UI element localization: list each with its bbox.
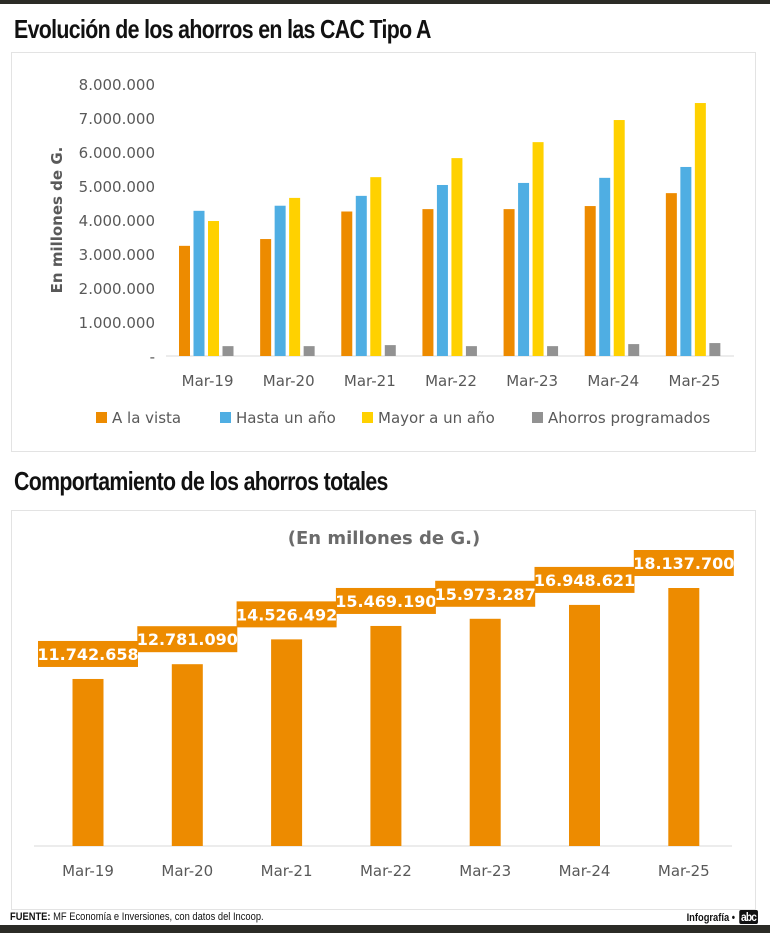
data-label: 18.137.700 bbox=[633, 554, 734, 573]
x-tick-label: Mar-25 bbox=[658, 862, 710, 880]
data-label-box bbox=[137, 626, 238, 653]
y-axis-title: En millones de G. bbox=[48, 147, 66, 294]
y-tick-label: 4.000.000 bbox=[79, 212, 155, 230]
bar-mayor-a-un-ano bbox=[532, 142, 544, 356]
bar-a-la-vista bbox=[179, 245, 190, 356]
bar-mayor-a-un-ano bbox=[370, 177, 382, 356]
bar-ahorros-programados bbox=[628, 344, 640, 356]
x-tick-label: Mar-22 bbox=[360, 862, 412, 880]
x-tick-label: Mar-21 bbox=[261, 862, 313, 880]
source-note: FUENTE: MF Economía e Inversiones, con d… bbox=[10, 911, 264, 923]
bar-hasta-un-ano bbox=[436, 184, 448, 356]
total-bar bbox=[271, 639, 303, 846]
x-tick-label: Mar-20 bbox=[263, 372, 315, 390]
abc-logo: abc bbox=[739, 910, 758, 924]
x-tick-label: Mar-25 bbox=[669, 372, 721, 390]
x-tick-label: Mar-23 bbox=[506, 372, 558, 390]
legend-label: Mayor a un año bbox=[378, 409, 495, 427]
source-text: MF Economía e Inversiones, con datos del… bbox=[53, 911, 264, 923]
y-tick-label: 6.000.000 bbox=[79, 144, 155, 162]
legend-swatch bbox=[532, 412, 543, 423]
bar-hasta-un-ano bbox=[599, 177, 611, 356]
bar-a-la-vista bbox=[584, 206, 596, 356]
data-label: 16.948.621 bbox=[534, 571, 635, 590]
chart2-panel: (En millones de G.) 11.742.658 Mar-19 12.78… bbox=[11, 510, 756, 910]
bar-a-la-vista bbox=[665, 193, 677, 356]
data-label: 15.973.287 bbox=[435, 585, 536, 604]
y-tick-label: 2.000.000 bbox=[79, 280, 155, 298]
data-label: 12.781.090 bbox=[137, 630, 238, 649]
bar-hasta-un-ano bbox=[193, 210, 205, 356]
credit: Infografía • abc bbox=[687, 910, 758, 924]
data-label: 14.526.492 bbox=[236, 605, 337, 624]
bar-mayor-a-un-ano bbox=[694, 103, 706, 356]
source-label: FUENTE: bbox=[10, 911, 51, 923]
data-label-box bbox=[335, 587, 436, 614]
chart1-panel: - 1.000.000 2.000.000 3.000.000 4.000.000 5.0… bbox=[11, 52, 756, 452]
total-bar bbox=[469, 618, 501, 846]
bar-mayor-a-un-ano bbox=[208, 221, 219, 356]
total-bar bbox=[370, 625, 402, 846]
bar-ahorros-programados bbox=[465, 346, 477, 356]
total-bar bbox=[569, 604, 600, 846]
bar-ahorros-programados bbox=[709, 343, 721, 356]
chart2-title: Comportamiento de los ahorros totales bbox=[14, 466, 388, 496]
bar-hasta-un-ano bbox=[355, 195, 367, 356]
legend-label: A la vista bbox=[112, 409, 181, 427]
bar-ahorros-programados bbox=[303, 346, 315, 356]
y-tick-label: 3.000.000 bbox=[79, 246, 155, 264]
data-label-box bbox=[38, 640, 138, 667]
bar-hasta-un-ano bbox=[274, 205, 286, 356]
data-label-box bbox=[534, 566, 635, 593]
x-tick-label: Mar-22 bbox=[425, 372, 477, 390]
bar-a-la-vista bbox=[260, 239, 272, 356]
data-label-box bbox=[633, 550, 734, 576]
x-tick-label: Mar-23 bbox=[459, 862, 511, 880]
total-bar bbox=[72, 678, 104, 846]
bar-mayor-a-un-ano bbox=[451, 158, 463, 356]
legend-label: Ahorros programados bbox=[548, 409, 710, 427]
total-bar bbox=[171, 664, 203, 846]
data-label-box bbox=[435, 580, 536, 607]
y-tick-label: 5.000.000 bbox=[79, 178, 155, 196]
legend-swatch bbox=[220, 412, 231, 423]
bar-ahorros-programados bbox=[384, 345, 396, 356]
bar-a-la-vista bbox=[503, 209, 515, 356]
bar-ahorros-programados bbox=[222, 346, 234, 356]
bar-mayor-a-un-ano bbox=[289, 197, 301, 356]
bar-a-la-vista bbox=[341, 211, 353, 356]
x-tick-label: Mar-21 bbox=[344, 372, 396, 390]
x-tick-label: Mar-20 bbox=[161, 862, 213, 880]
x-tick-label: Mar-24 bbox=[559, 862, 611, 880]
legend-swatch bbox=[362, 412, 373, 423]
x-tick-label: Mar-19 bbox=[62, 862, 114, 880]
bar-hasta-un-ano bbox=[518, 182, 530, 356]
bar-hasta-un-ano bbox=[680, 166, 692, 356]
y-tick-label: 8.000.000 bbox=[79, 76, 155, 94]
chart-subtitle: (En millones de G.) bbox=[288, 528, 480, 549]
bar-mayor-a-un-ano bbox=[613, 120, 625, 356]
x-tick-label: Mar-19 bbox=[182, 372, 234, 390]
data-label: 15.469.190 bbox=[335, 592, 436, 611]
credit-text: Infografía • bbox=[686, 912, 736, 924]
data-label-box bbox=[236, 601, 337, 628]
data-label: 11.742.658 bbox=[37, 645, 138, 664]
x-tick-label: Mar-24 bbox=[587, 372, 639, 390]
top-border bbox=[0, 0, 770, 4]
bar-ahorros-programados bbox=[547, 346, 559, 356]
y-tick-label: 7.000.000 bbox=[79, 110, 155, 128]
bottom-border bbox=[0, 925, 770, 933]
y-tick-label: 1.000.000 bbox=[79, 314, 155, 332]
legend-swatch bbox=[96, 412, 107, 423]
legend-label: Hasta un año bbox=[236, 409, 336, 427]
chart1-svg: - 1.000.000 2.000.000 3.000.000 4.000.000 5.0… bbox=[48, 76, 734, 427]
y-tick-label: - bbox=[150, 348, 155, 366]
bar-a-la-vista bbox=[422, 209, 434, 356]
chart2-svg: (En millones de G.) 11.742.658 Mar-19 12.78… bbox=[34, 528, 734, 880]
chart1-title: Evolución de los ahorros en las CAC Tipo… bbox=[14, 14, 431, 44]
total-bar bbox=[668, 588, 700, 846]
